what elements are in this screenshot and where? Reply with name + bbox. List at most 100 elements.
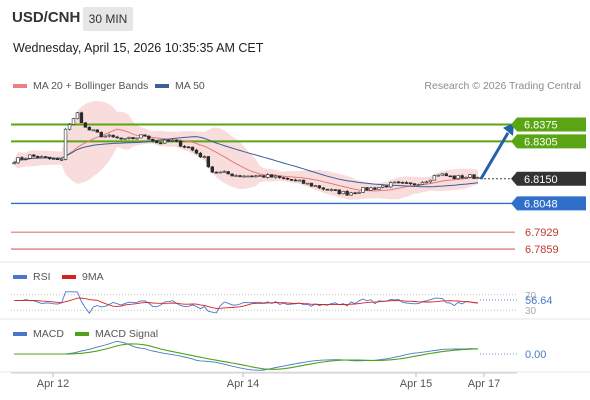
candle-body [111, 134, 115, 138]
candle-body [131, 137, 135, 140]
bollinger-band-area [14, 100, 478, 200]
candle-body [361, 187, 365, 193]
candle-body [119, 137, 123, 140]
candle-body [75, 112, 80, 120]
legend-rsi-ma[interactable]: 9MA [62, 271, 104, 283]
candle-body [274, 175, 278, 178]
candle-body [278, 175, 282, 178]
legend-label-macd: MACD [33, 328, 64, 340]
candle-body [313, 185, 318, 187]
candle-body [400, 181, 405, 184]
candle-body [238, 175, 242, 177]
candle-body [71, 118, 76, 125]
symbol-title: USD/CNH [12, 9, 81, 26]
legend-label-rsi: RSI [33, 271, 51, 283]
candle-body [186, 146, 191, 149]
forecast-arrow-shaft [479, 132, 510, 180]
candle-body [369, 187, 373, 191]
candle-body [12, 162, 16, 165]
candle-body [258, 175, 262, 177]
candle-body [428, 179, 433, 183]
candle-body [79, 112, 84, 124]
candle-body [63, 128, 68, 160]
ma50-line [13, 136, 479, 188]
level-tag-6.8375 [511, 117, 586, 132]
candle-body [353, 192, 357, 195]
candle-body [206, 156, 211, 168]
rsi-level-label-70: 70 [525, 291, 537, 302]
rsi-ma-line [14, 297, 479, 309]
candle-body [127, 137, 131, 139]
candle-body [151, 138, 155, 142]
candle-body [159, 142, 163, 145]
candle-body [135, 137, 139, 140]
x-tick-label-0: Apr 12 [37, 378, 69, 390]
level-label-6.7929: 6.7929 [525, 227, 559, 239]
level-tag-6.8305 [511, 134, 586, 149]
candle-body [436, 174, 441, 177]
key-level-lines [11, 123, 517, 250]
candle-body [393, 181, 397, 184]
candle-body [36, 156, 40, 159]
candle-body [55, 158, 60, 160]
macd-value-label: 0.00 [525, 349, 546, 361]
level-label-6.8150: 6.8150 [524, 174, 558, 186]
candle-body [416, 184, 421, 186]
candle-body [190, 146, 195, 151]
candle-body [293, 179, 298, 182]
chart-datetime: Wednesday, April 15, 2026 10:35:35 AM CE… [13, 41, 264, 55]
legend-label-macd-signal: MACD Signal [95, 328, 159, 340]
macd-signal-line [14, 343, 479, 370]
candle-body [301, 179, 306, 184]
candle-body [170, 140, 175, 142]
candle-body [337, 189, 341, 195]
candle-body [373, 187, 377, 190]
macd-line [14, 340, 479, 371]
candle-body [266, 174, 270, 178]
candle-body [365, 187, 369, 191]
forecast-arrow-head [503, 122, 514, 136]
level-label-6.8305: 6.8305 [524, 136, 558, 148]
candle-body [20, 157, 24, 160]
candle-body [24, 158, 28, 160]
candle-body [16, 157, 20, 164]
candle-body [341, 190, 345, 195]
timeframe-button[interactable]: 30 MIN [83, 7, 133, 31]
candle-body [198, 152, 203, 158]
candle-body [317, 185, 322, 189]
candle-body [460, 175, 464, 179]
candle-body [163, 139, 167, 144]
panel-dividers [0, 261, 590, 373]
candle-body [147, 135, 151, 140]
candle-body [115, 136, 119, 139]
level-labels: 6.8375 6.8305 6.8150 6.8048 6.7929 6.7859 [511, 117, 586, 256]
candle-body [357, 192, 361, 194]
legend-label-ma20: MA 20 + Bollinger Bands [33, 80, 149, 92]
candle-body [333, 189, 337, 191]
x-tick-label-3: Apr 17 [468, 378, 500, 390]
candle-body [325, 188, 329, 191]
legend-label-rsi-ma: 9MA [82, 271, 104, 283]
candle-body [139, 134, 143, 139]
legend-ma50[interactable]: MA 50 [155, 80, 205, 92]
candle-body [281, 177, 286, 179]
legend-swatch-rsi-ma [62, 275, 76, 279]
candle-body [408, 182, 413, 185]
research-credit: Research © 2026 Trading Central [424, 80, 581, 92]
candle-body [381, 185, 385, 188]
candle-body [246, 175, 250, 178]
candle-body [32, 154, 36, 157]
candle-body [174, 140, 179, 142]
bollinger-band [14, 100, 478, 200]
candle-body [83, 122, 88, 128]
legend-macd[interactable]: MACD [13, 328, 64, 340]
candle-body [250, 175, 254, 178]
legend-macd-signal[interactable]: MACD Signal [75, 328, 158, 340]
legend-swatch-rsi [13, 275, 27, 279]
candle-body [194, 149, 199, 154]
candle-body [242, 175, 246, 178]
legend-rsi[interactable]: RSI [13, 271, 51, 283]
candle-body [349, 192, 353, 196]
legend-ma20-bb[interactable]: MA 20 + Bollinger Bands [13, 80, 148, 92]
